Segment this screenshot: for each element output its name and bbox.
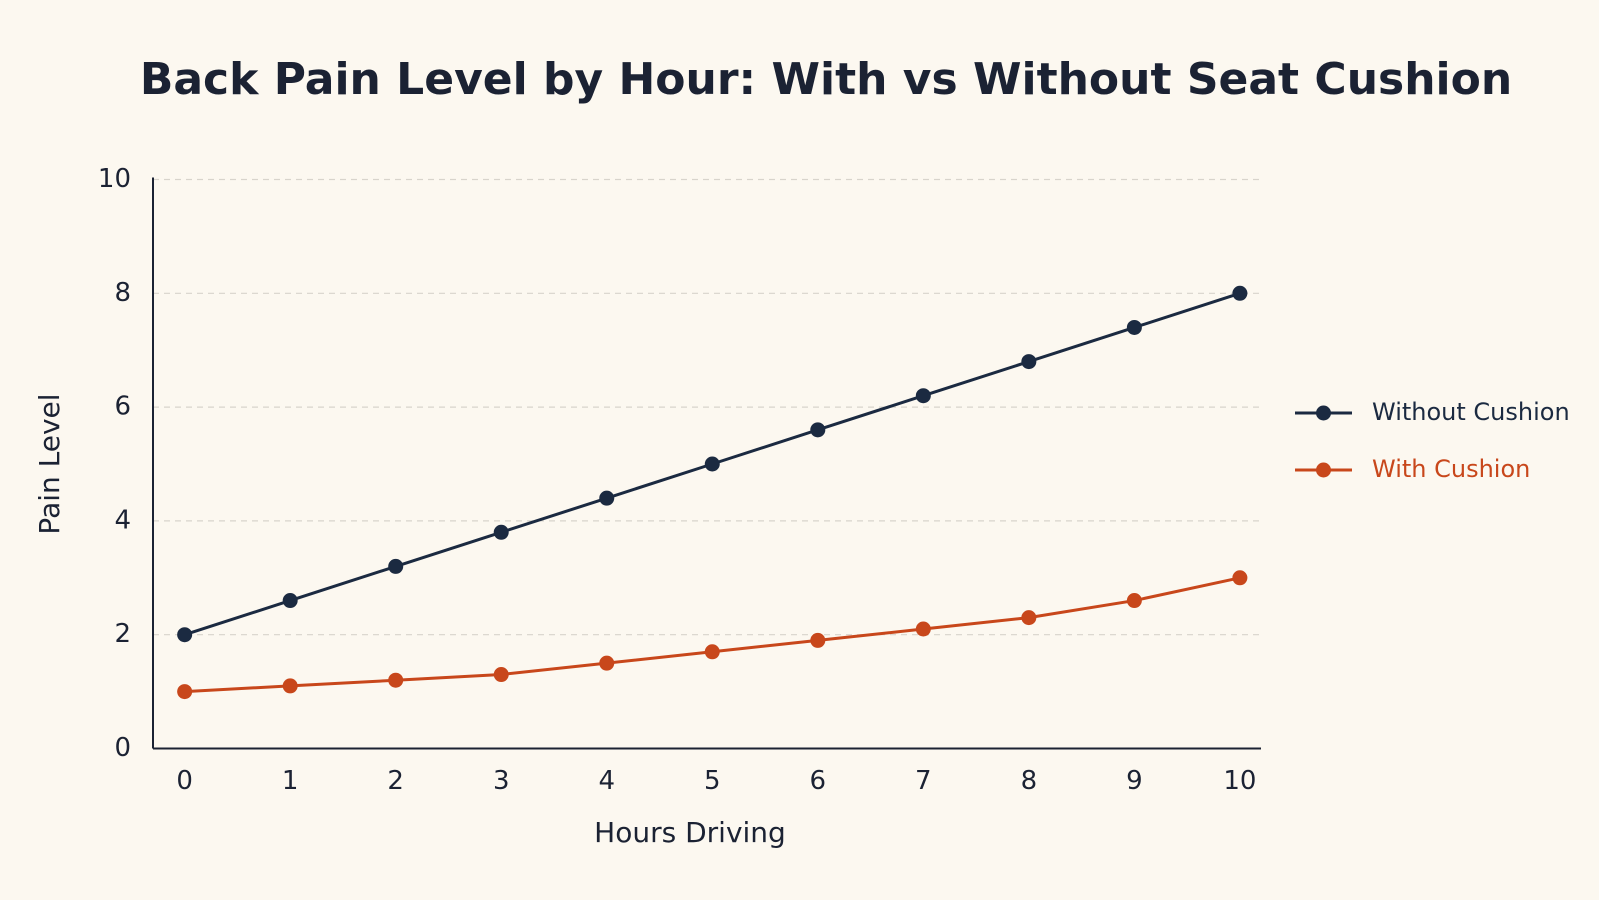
- x-tick-label: 9: [1126, 766, 1143, 796]
- x-tick-label: 2: [387, 766, 404, 796]
- y-tick-label: 0: [114, 733, 131, 763]
- x-axis-label: Hours Driving: [594, 816, 786, 849]
- data-point: [1232, 285, 1248, 301]
- data-point: [282, 593, 298, 609]
- data-point: [915, 388, 931, 404]
- x-tick-label: 3: [493, 766, 510, 796]
- data-point: [177, 627, 193, 643]
- data-point: [177, 684, 193, 700]
- data-point: [1021, 610, 1037, 626]
- x-tick-label: 4: [598, 766, 615, 796]
- y-tick-label: 10: [98, 164, 131, 194]
- data-point: [599, 490, 615, 506]
- x-tick-label: 7: [915, 766, 932, 796]
- legend-label: Without Cushion: [1372, 398, 1570, 426]
- y-tick-label: 6: [114, 392, 131, 422]
- data-point: [388, 558, 404, 574]
- x-tick-label: 10: [1223, 766, 1256, 796]
- x-tick-label: 1: [282, 766, 299, 796]
- data-point: [704, 644, 720, 660]
- x-tick-label: 6: [810, 766, 827, 796]
- data-point: [388, 672, 404, 688]
- data-point: [1126, 593, 1142, 609]
- y-axis-label: Pain Level: [33, 393, 66, 534]
- data-point: [1232, 570, 1248, 586]
- data-point: [282, 678, 298, 694]
- data-point: [915, 621, 931, 637]
- legend-marker: [1316, 405, 1331, 421]
- data-point: [493, 524, 509, 540]
- x-tick-label: 5: [704, 766, 721, 796]
- y-tick-label: 8: [114, 278, 131, 308]
- x-tick-label: 8: [1021, 766, 1038, 796]
- data-point: [1126, 319, 1142, 335]
- legend-marker: [1316, 462, 1331, 478]
- data-point: [599, 655, 615, 671]
- y-tick-label: 2: [114, 619, 131, 649]
- y-tick-label: 4: [114, 505, 131, 535]
- data-point: [493, 667, 509, 683]
- chart-title: Back Pain Level by Hour: With vs Without…: [140, 54, 1512, 105]
- data-point: [1021, 354, 1037, 370]
- data-point: [810, 422, 826, 438]
- data-point: [704, 456, 720, 472]
- legend-label: With Cushion: [1372, 455, 1530, 483]
- x-tick-label: 0: [176, 766, 193, 796]
- data-point: [810, 632, 826, 648]
